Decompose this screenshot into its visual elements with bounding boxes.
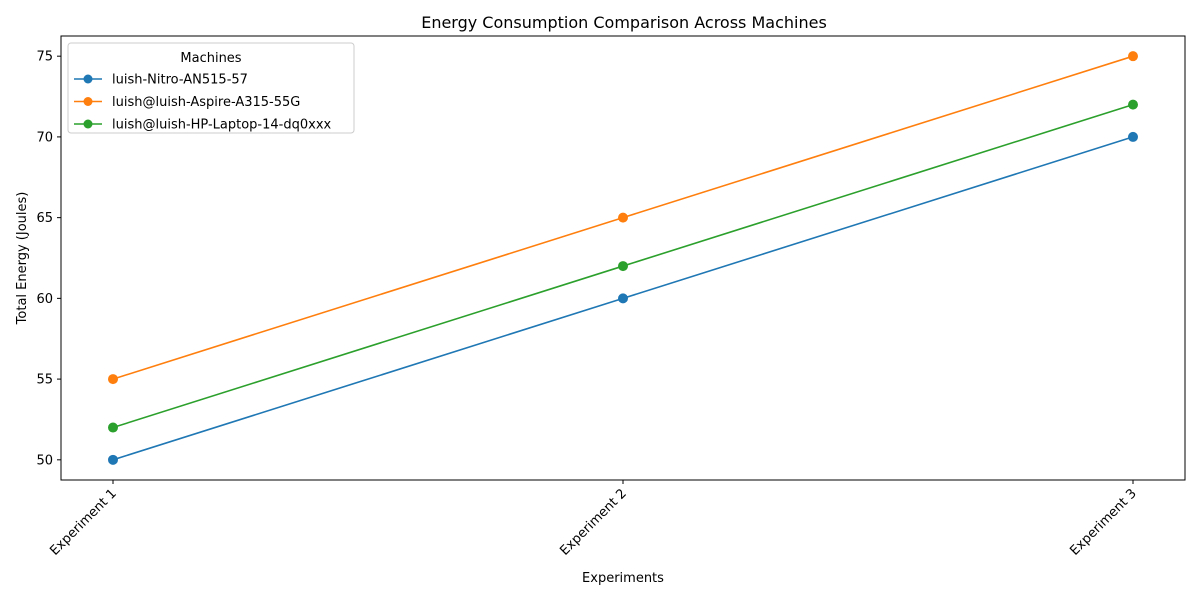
legend-marker <box>83 97 93 106</box>
legend-items: luish-Nitro-AN515-57 luish@luish-Aspire-A… <box>74 73 332 133</box>
series-group <box>108 131 1138 465</box>
y-tick-label: 50 <box>36 453 53 468</box>
y-tick-label: 75 <box>36 50 53 65</box>
data-point <box>1128 99 1138 110</box>
legend-title: Machines <box>180 51 241 66</box>
y-axis-label: Total Energy (Joules) <box>15 192 30 326</box>
y-tick-label: 65 <box>36 211 53 226</box>
series-group <box>108 99 1138 433</box>
data-point <box>618 212 628 223</box>
y-tick-label: 70 <box>36 130 53 145</box>
data-point <box>1128 51 1138 62</box>
legend-marker <box>83 74 93 84</box>
legend-label: luish-Nitro-AN515-57 <box>112 73 248 88</box>
y-tick-label: 60 <box>36 292 53 307</box>
legend-label: luish@luish-HP-Laptop-14-dq0xxx <box>112 118 332 133</box>
data-point <box>618 261 628 272</box>
data-point <box>1128 131 1138 142</box>
series-group <box>108 51 1138 385</box>
legend: Machines luish-Nitro-AN515-57 luish@luish… <box>67 42 355 134</box>
x-axis-label: Experiments <box>582 571 664 586</box>
legend-label: luish@luish-Aspire-A315-55G <box>112 95 300 110</box>
data-point <box>108 454 118 465</box>
chart-title: Energy Consumption Comparison Across Mac… <box>421 13 827 32</box>
series-layer <box>108 51 1138 465</box>
data-point <box>618 293 628 304</box>
legend-frame <box>67 42 355 134</box>
legend-marker <box>83 119 93 129</box>
y-tick-label: 55 <box>36 373 53 388</box>
data-point <box>108 374 118 385</box>
data-point <box>108 422 118 433</box>
y-axis: 50 55 60 65 70 75 <box>36 50 61 468</box>
